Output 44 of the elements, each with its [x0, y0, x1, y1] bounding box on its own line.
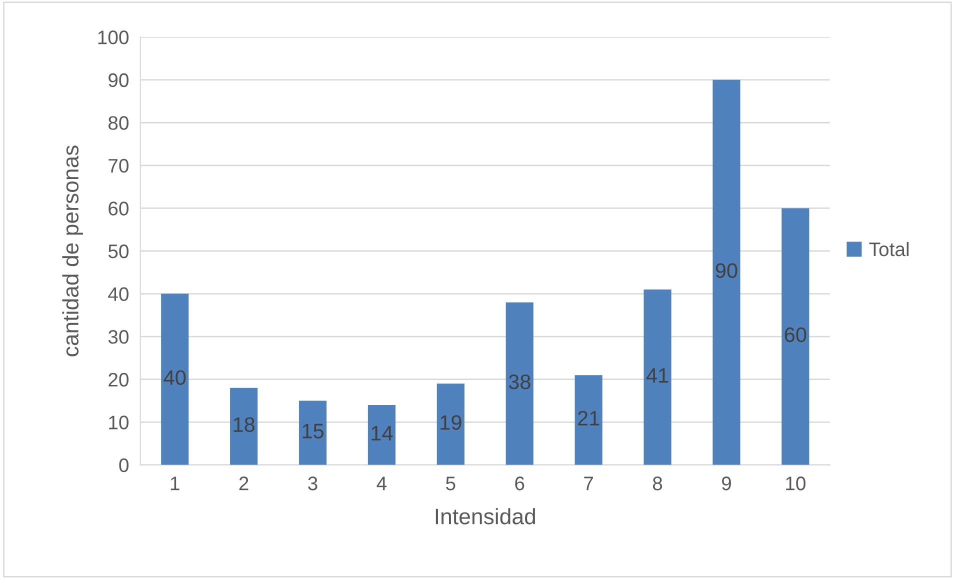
data-label: 19 — [440, 415, 462, 430]
bar — [230, 388, 258, 465]
data-label: 21 — [578, 410, 600, 426]
bar — [506, 302, 534, 465]
y-tick-label: 50 — [108, 244, 129, 258]
y-tick-label: 80 — [108, 116, 129, 130]
x-tick-label: 9 — [722, 476, 731, 490]
data-label: 60 — [784, 327, 806, 342]
data-label: 90 — [716, 263, 738, 278]
y-axis-title: cantidad de personas — [62, 146, 83, 356]
y-tick-label: 0 — [119, 458, 129, 472]
data-label: 15 — [302, 424, 324, 438]
bar — [644, 290, 672, 465]
y-tick-label: 70 — [108, 158, 129, 173]
x-tick-label: 4 — [376, 476, 387, 490]
y-tick-label: 100 — [98, 30, 129, 44]
bar — [368, 405, 396, 465]
data-label: 18 — [234, 417, 254, 432]
legend-label: Total — [869, 242, 909, 256]
bar — [298, 400, 327, 465]
x-axis-title: Intensidad — [436, 508, 535, 524]
x-tick-label: 6 — [515, 476, 524, 490]
y-tick-label: 40 — [108, 287, 129, 302]
data-label: 38 — [508, 374, 530, 390]
bar — [782, 208, 810, 465]
y-tick-label: 20 — [108, 372, 129, 387]
bar — [574, 375, 602, 465]
y-tick-label: 10 — [109, 416, 129, 430]
y-tick-label: 90 — [108, 73, 129, 88]
bar — [161, 294, 189, 465]
x-tick-label: 7 — [584, 476, 593, 490]
data-label: 14 — [372, 426, 393, 440]
data-label: 40 — [164, 370, 186, 385]
x-tick-label: 1 — [170, 476, 180, 490]
bar — [436, 384, 464, 465]
x-tick-label: 5 — [446, 476, 456, 490]
bar — [712, 80, 740, 465]
x-tick-label: 3 — [308, 476, 318, 490]
x-tick-label: 10 — [786, 476, 806, 490]
x-tick-label: 2 — [239, 476, 248, 490]
data-label: 41 — [646, 368, 668, 383]
x-tick-label: 8 — [652, 476, 662, 490]
y-tick-label: 60 — [108, 202, 129, 216]
y-tick-label: 30 — [108, 330, 129, 344]
